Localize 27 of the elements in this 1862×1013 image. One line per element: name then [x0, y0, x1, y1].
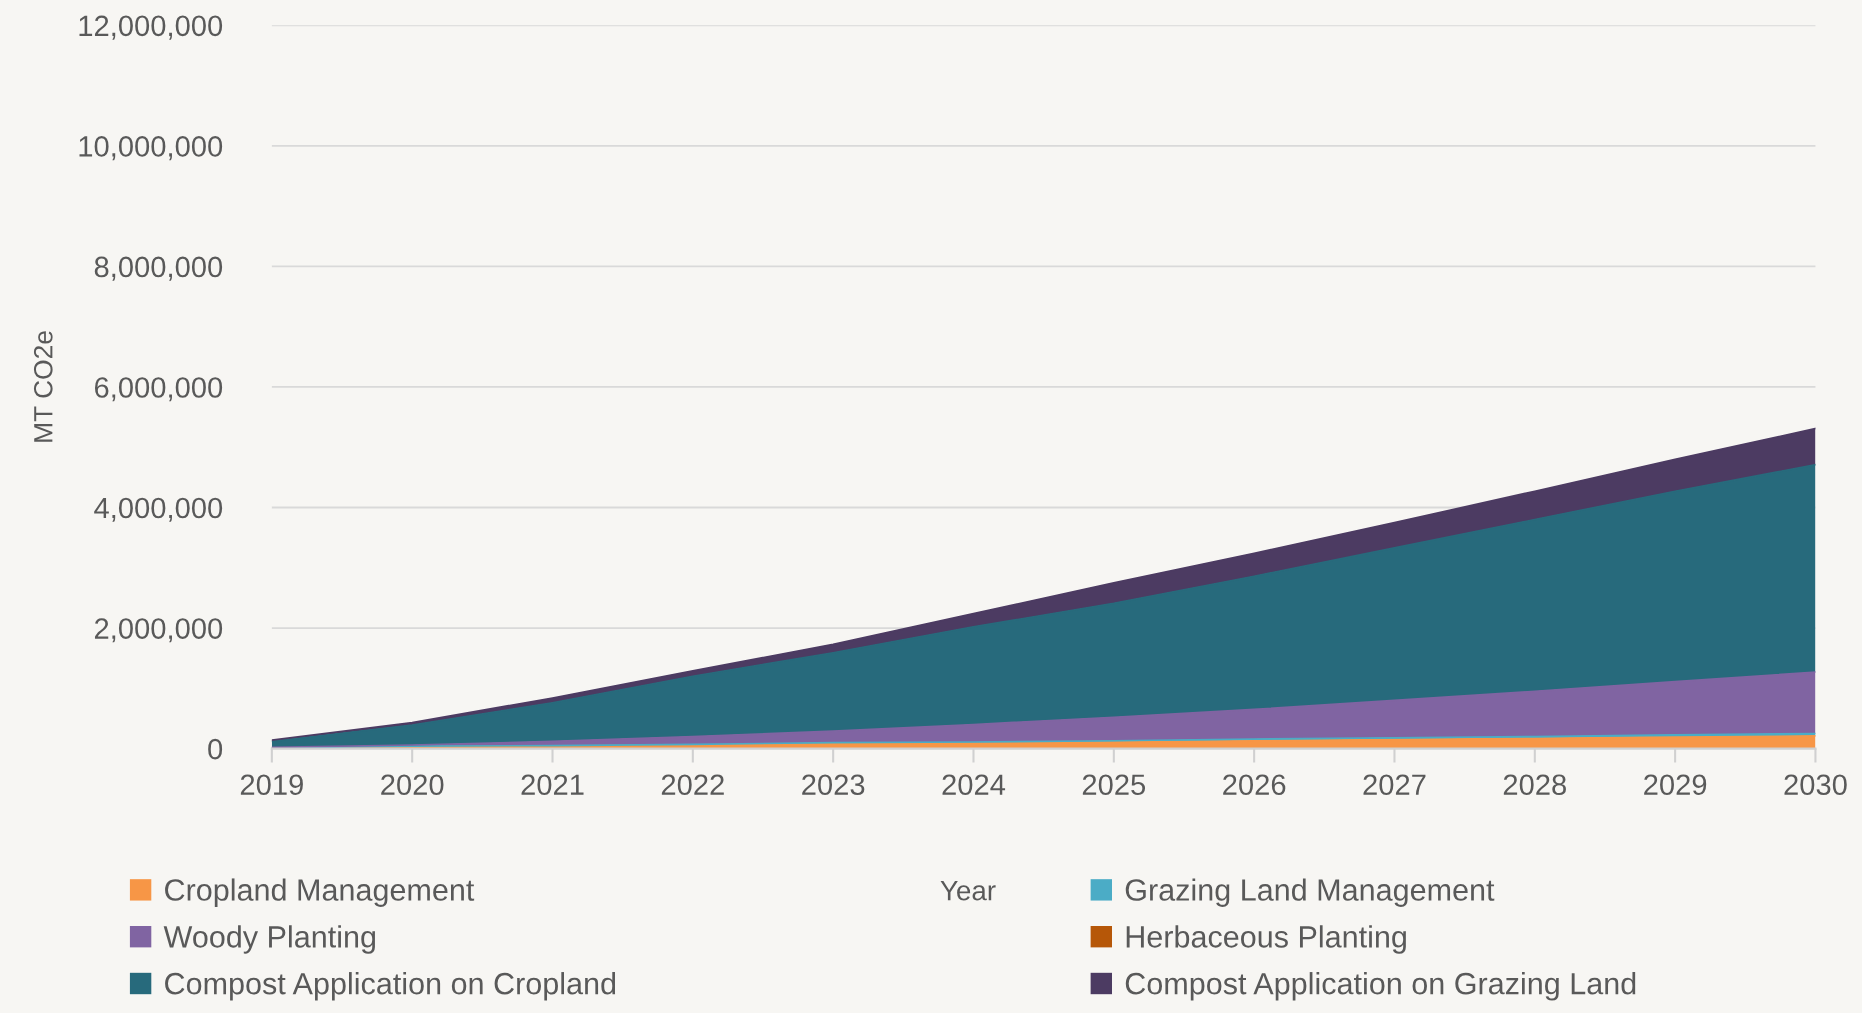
legend-label: Woody Planting [163, 925, 376, 954]
legend-label: Grazing Land Management [1125, 878, 1495, 907]
x-tick-label: 2026 [1223, 774, 1286, 796]
x-tick-label: 2020 [381, 774, 444, 796]
x-tick-label: 2028 [1503, 774, 1566, 796]
x-tick-label: 2027 [1363, 774, 1426, 796]
y-axis-title: MT CO2e [33, 331, 53, 442]
legend-label: Cropland Management [165, 878, 475, 907]
y-tick-label: 12,000,000 [79, 15, 223, 40]
y-tick-label: 4,000,000 [94, 497, 223, 522]
x-axis-title: Year [940, 881, 996, 901]
x-tick-label: 2029 [1644, 774, 1707, 796]
y-tick-label: 0 [208, 738, 223, 760]
x-tick-label: 2021 [521, 774, 584, 796]
x-tick-label: 2019 [240, 774, 303, 796]
x-tick-label: 2025 [1082, 774, 1146, 796]
y-tick-label: 8,000,000 [94, 256, 223, 281]
x-tick-label: 2023 [802, 774, 865, 796]
legend-label: Compost Application on Cropland [165, 972, 616, 1001]
x-tick-label: 2024 [942, 774, 1006, 796]
y-tick-label: 2,000,000 [94, 618, 223, 643]
legend-label: Compost Application on Grazing Land [1125, 972, 1636, 1001]
y-tick-label: 10,000,000 [79, 136, 223, 161]
legend-label: Herbaceous Planting [1126, 925, 1406, 954]
y-tick-label: 6,000,000 [94, 377, 223, 402]
x-tick-label: 2022 [661, 774, 724, 796]
x-tick-label: 2030 [1784, 774, 1847, 796]
